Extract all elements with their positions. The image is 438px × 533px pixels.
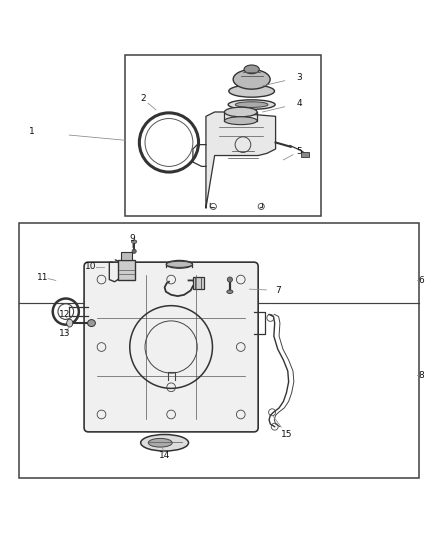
Ellipse shape [229, 85, 275, 97]
Ellipse shape [244, 65, 259, 74]
Ellipse shape [235, 102, 268, 108]
Bar [118, 260, 134, 280]
Ellipse shape [224, 117, 257, 125]
Text: 12: 12 [59, 310, 70, 319]
Text: 8: 8 [418, 371, 424, 380]
Ellipse shape [88, 320, 95, 327]
Ellipse shape [228, 100, 275, 109]
Ellipse shape [227, 290, 233, 294]
Bar [301, 151, 309, 157]
Text: 3: 3 [297, 72, 302, 82]
Text: 6: 6 [418, 276, 424, 285]
Bar [19, 223, 419, 478]
Circle shape [227, 277, 233, 282]
Ellipse shape [67, 319, 73, 327]
Text: 4: 4 [297, 99, 302, 108]
Text: 11: 11 [37, 273, 49, 282]
Ellipse shape [166, 261, 192, 268]
Text: 15: 15 [281, 430, 292, 439]
Text: 7: 7 [275, 286, 281, 295]
Ellipse shape [233, 70, 270, 89]
Ellipse shape [141, 434, 188, 451]
Text: 9: 9 [129, 233, 135, 243]
Polygon shape [206, 112, 276, 208]
Bar [120, 252, 132, 260]
Text: 10: 10 [85, 262, 96, 271]
Text: 13: 13 [59, 329, 70, 338]
Text: 2: 2 [140, 94, 146, 103]
Ellipse shape [166, 261, 192, 268]
Bar [125, 55, 321, 216]
Ellipse shape [148, 439, 172, 447]
Circle shape [132, 249, 136, 254]
Bar [193, 277, 204, 289]
Text: 5: 5 [297, 147, 302, 156]
Text: 1: 1 [29, 127, 35, 136]
Ellipse shape [131, 240, 137, 244]
Ellipse shape [224, 107, 257, 117]
FancyBboxPatch shape [84, 262, 258, 432]
Text: 14: 14 [159, 451, 170, 461]
